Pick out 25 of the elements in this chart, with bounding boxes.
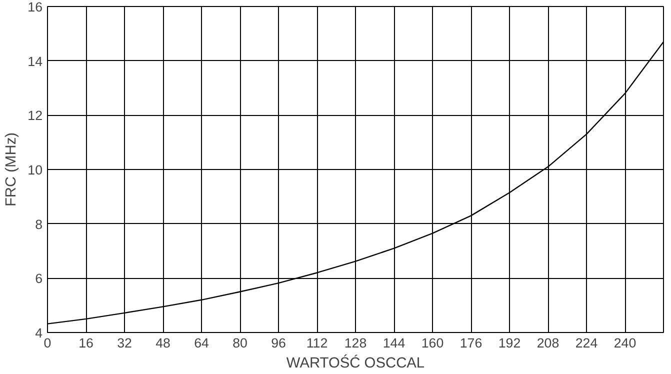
y-axis-title: FRC (MHz) <box>4 132 20 207</box>
x-tick-label: 96 <box>271 336 286 350</box>
x-tick-label: 112 <box>306 336 328 350</box>
x-tick-label: 224 <box>575 336 598 350</box>
x-tick-label: 192 <box>498 336 521 350</box>
x-tick-label: 64 <box>194 336 210 350</box>
x-tick-label: 208 <box>536 336 560 350</box>
x-axis-title: WARTOŚĆ OSCCAL <box>286 354 425 372</box>
x-tick-label: 176 <box>460 336 482 350</box>
x-tick-label: 32 <box>117 336 132 350</box>
x-tick-label: 144 <box>382 336 406 350</box>
x-tick-label: 0 <box>44 336 52 350</box>
x-tick-label: 80 <box>232 336 248 350</box>
y-tick-label: 12 <box>28 108 43 124</box>
y-tick-label: 14 <box>28 54 44 69</box>
y-tick-label: 4 <box>35 326 44 340</box>
x-tick-label: 160 <box>421 336 444 350</box>
x-tick-label: 240 <box>614 336 636 350</box>
y-tick-label: 10 <box>28 162 43 178</box>
x-tick-label: 48 <box>156 336 170 350</box>
x-tick-label: 16 <box>78 336 94 350</box>
x-tick-label: 128 <box>344 336 367 350</box>
y-tick-label: 8 <box>35 216 43 232</box>
y-tick-label: 16 <box>28 0 43 14</box>
y-tick-label: 6 <box>35 271 43 286</box>
